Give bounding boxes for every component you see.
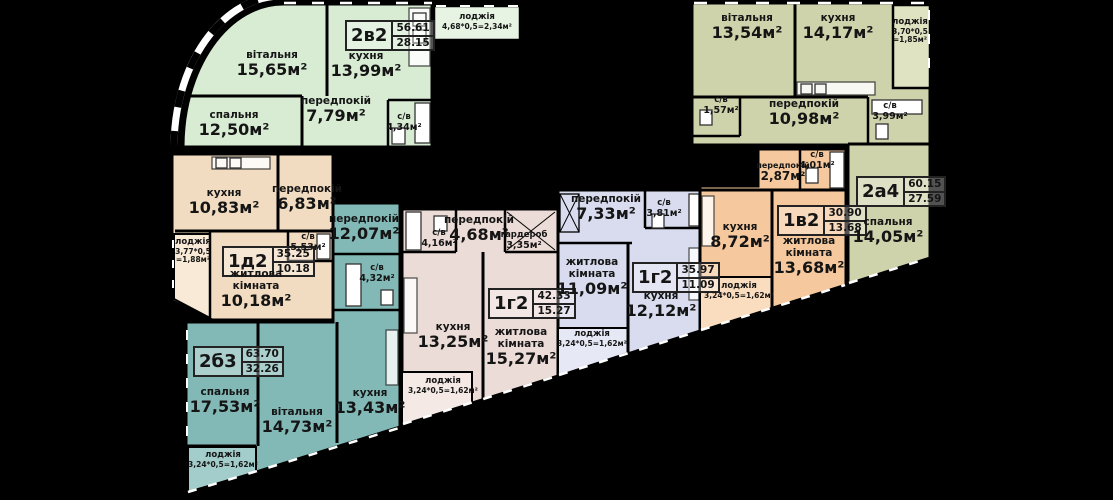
walls-2a4	[692, 4, 929, 146]
room-label-1g2b-zhytlova: житлова кімната 11,09м²	[556, 256, 628, 299]
room-label-1g2a-sv: с/в 4,16м²	[421, 227, 457, 249]
room-label-1v2-zhytlova: житлова кімната 13,68м²	[773, 235, 845, 278]
room-label-2v2-kukhnia: кухня 13,99м²	[330, 50, 402, 81]
fixtures-1v2	[701, 151, 845, 247]
room-label-2a4-spalnia: спальня 14,05м²	[852, 216, 924, 247]
unit-label-1g2-b: 1г2 35.97 11.09	[632, 262, 720, 294]
room-label-2a4-kukhnia: кухня 14,17м²	[802, 12, 874, 43]
room-label-1g2b-sv: с/в 3,81м²	[646, 197, 682, 219]
loggia-2v2	[432, 4, 522, 42]
room-label-2a4-sv1: с/в 1,57м²	[703, 94, 739, 116]
fixtures-2v2	[391, 7, 431, 145]
room-label-1d2-kukhnia: кухня 10,83м²	[188, 187, 260, 218]
room-label-2b3-sv: с/в 4,32м²	[359, 262, 395, 284]
unit-label-1v2: 1в2 30.90 13.68	[777, 205, 867, 237]
unit-label-1g2-a: 1г2 42.33 15.27	[488, 288, 576, 320]
unit-label-1d2: 1д2 35.25 10.18	[222, 246, 315, 278]
room-label-2b3-peredpokii: передпокій 12,07м²	[328, 213, 400, 244]
fixtures-1g2-a	[403, 211, 448, 334]
balcony-arc-band	[170, 0, 274, 149]
apartment-1v2[interactable]	[698, 147, 848, 334]
room-label-1g2a-zhytlova: житлова кімната 15,27м²	[485, 326, 557, 369]
room-label-1d2-peredpokii: передпокій 6,83м²	[271, 183, 343, 214]
room-label-2a4-peredpokii: передпокій 10,98м²	[768, 98, 840, 129]
room-label-1v2-kukhnia: кухня 8,72м²	[710, 221, 770, 252]
room-label-2b3-spalnia: спальня 17,53м²	[189, 386, 261, 417]
room-label-1v2-lodzhiia: лоджія 3,24*0,5=1,62м²	[704, 280, 774, 300]
apartment-2b3[interactable]	[184, 201, 402, 497]
apartment-1g2-b[interactable]	[556, 188, 702, 379]
room-label-2a4-vitalnia: вітальня 13,54м²	[711, 12, 783, 43]
room-label-2a4-lodzhiia: лоджія 3,70*0,5 =1,85м²	[892, 16, 928, 44]
loggia-1g2-b	[557, 327, 629, 378]
room-label-1v2-peredpokii: передпокій 2,87м²	[756, 160, 810, 183]
room-label-2v2-vitalnia: вітальня 15,65м²	[236, 49, 308, 80]
room-label-2v2-spalnia: спальня 12,50м²	[198, 109, 270, 140]
loggia-2a4	[891, 3, 932, 90]
unit-label-2v2: 2в2 56.61 28.15	[345, 20, 435, 52]
room-label-1g2a-lodzhiia: лоджія 3,24*0,5=1,62м²	[408, 375, 478, 395]
room-label-2b3-vitalnia: вітальня 14,73м²	[261, 406, 333, 437]
walls-1g2-a	[402, 210, 557, 399]
room-label-2b3-kukhnia: кухня 13,43м²	[334, 387, 406, 418]
loggia-1g2-a	[401, 371, 473, 427]
room-label-1g2a-peredpokii: передпокій 4,68м²	[443, 214, 515, 245]
room-label-2b3-lodzhiia: лоджія 3,24*0,5=1,62м²	[188, 449, 258, 469]
apartment-2a4[interactable]	[690, 1, 932, 287]
walls-2b3	[186, 252, 400, 448]
fixtures-1d2	[211, 156, 331, 260]
fixtures-2b3	[345, 263, 399, 386]
walls-2v2	[190, 5, 431, 146]
room-label-1g2b-kukhnia: кухня 12,12м²	[625, 290, 697, 321]
room-label-1d2-sv: с/в 5,53м²	[290, 231, 326, 253]
windows	[172, 1, 930, 494]
room-label-2v2-sv: с/в 4,34м²	[386, 111, 422, 133]
room-label-1d2-zhytlova: житлова кімната 10,18м²	[220, 268, 292, 311]
room-label-2v2-peredpokii: передпокій 7,79м²	[300, 95, 372, 126]
room-label-1v2-sv: с/в 4,01м²	[799, 149, 835, 171]
apartment-1g2-a[interactable]	[400, 207, 560, 428]
walls-1v2	[700, 149, 846, 308]
room-label-1g2b-lodzhiia: лоджія 3,24*0,5=1,62м²	[557, 328, 627, 348]
room-label-1g2a-harderob: гардероб 3,35м²	[500, 229, 548, 251]
room-label-2a4-sv2: с/в 3,99м²	[872, 100, 908, 122]
apartment-2v2[interactable]	[181, 2, 522, 149]
room-label-2v2-lodzhiia: лоджія 4,68*0,5=2,34м²	[442, 11, 512, 31]
room-label-1g2a-kukhnia: кухня 13,25м²	[417, 321, 489, 352]
unit-label-2a4: 2а4 60.15 27.59	[856, 176, 947, 208]
fixtures-1g2-b	[651, 193, 700, 301]
room-label-1d2-lodzhiia: лоджія 3,77*0,5 =1,88м²	[175, 236, 211, 264]
apartment-1d2[interactable]	[170, 152, 335, 322]
room-label-1g2b-peredpokii: передпокій 7,33м²	[570, 193, 642, 224]
unit-label-2b3: 2б3 63.70 32.26	[193, 346, 284, 378]
fixtures-2a4	[699, 81, 923, 140]
